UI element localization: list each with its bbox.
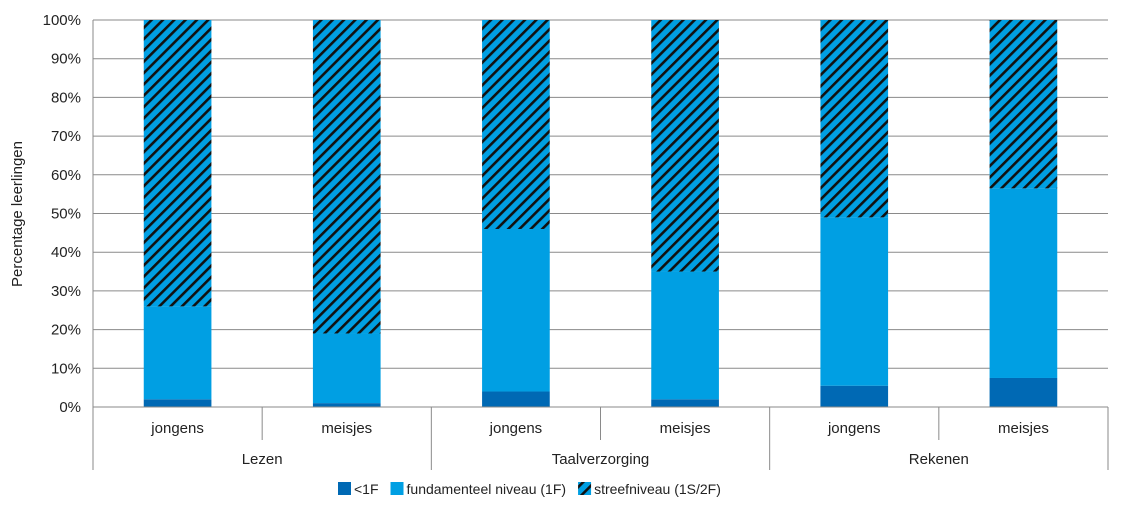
legend-label: streefniveau (1S/2F) (594, 481, 721, 497)
legend-swatch (390, 482, 404, 495)
y-tick-label: 80% (51, 89, 81, 106)
y-tick-label: 20% (51, 322, 81, 339)
bar-segment (820, 20, 889, 218)
legend-swatch (578, 482, 592, 495)
bar-segment (820, 385, 889, 407)
category-label: meisjes (321, 420, 372, 437)
category-label: meisjes (998, 420, 1049, 437)
bar-segment (312, 20, 381, 334)
bar-segment (989, 188, 1058, 378)
category-label: jongens (489, 420, 543, 437)
x-axis-labels: jongens meisjes jongens meisjes jongens meisj… (150, 420, 1049, 468)
bar-segment (989, 377, 1058, 407)
gridlines (93, 19, 1108, 408)
bars (143, 20, 1058, 407)
bar-segment (820, 217, 889, 386)
category-label: jongens (150, 420, 204, 437)
bar-segment (651, 20, 719, 272)
legend-label: fundamenteel niveau (1F) (407, 481, 567, 497)
y-tick-label: 10% (51, 360, 81, 377)
y-tick-label: 60% (51, 167, 81, 184)
bar-segment (482, 20, 550, 229)
bar-segment (143, 306, 212, 400)
y-axis-title: Percentage leerlingen (9, 141, 26, 287)
axes (92, 20, 1109, 470)
y-tick-labels: 0% 10% 20% 30% 40% 50% 60% 70% 80% 90% 100% (43, 12, 81, 416)
bar-segment (312, 403, 381, 407)
y-tick-label: 90% (51, 51, 81, 68)
bar-segment (482, 391, 550, 407)
bar-segment (312, 333, 381, 404)
y-tick-label: 40% (51, 244, 81, 261)
y-tick-label: 50% (51, 206, 81, 223)
y-tick-label: 100% (43, 12, 81, 29)
group-label: Lezen (242, 451, 283, 468)
legend-swatch (338, 482, 351, 495)
bar-segment (651, 271, 719, 400)
bar-segment (482, 228, 550, 392)
bar-segment (651, 399, 719, 407)
y-tick-label: 70% (51, 128, 81, 145)
bar-segment (143, 399, 212, 407)
category-label: meisjes (660, 420, 711, 437)
y-tick-label: 0% (59, 399, 81, 416)
bar-segment (143, 20, 212, 307)
category-label: jongens (827, 420, 881, 437)
bar-segment (989, 20, 1058, 189)
group-label: Rekenen (909, 451, 969, 468)
legend-label: <1F (354, 481, 379, 497)
y-tick-label: 30% (51, 283, 81, 300)
group-label: Taalverzorging (552, 451, 650, 468)
legend: <1F fundamenteel niveau (1F) streefniveau … (338, 481, 721, 497)
